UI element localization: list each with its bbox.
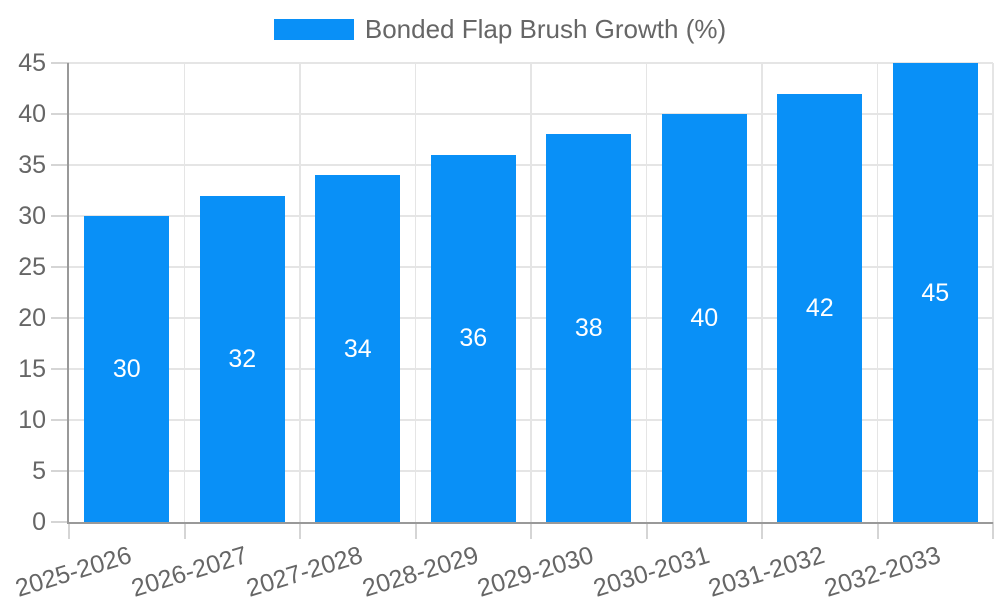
y-tick-label: 0 xyxy=(32,508,46,536)
x-tick-label: 2030-2031 xyxy=(589,541,713,603)
x-tick-label: 2027-2028 xyxy=(243,541,366,603)
y-tick-label: 5 xyxy=(32,457,46,485)
y-tick-label: 15 xyxy=(18,355,46,383)
x-tick-label: 2028-2029 xyxy=(358,541,482,603)
y-axis-tick xyxy=(51,317,69,319)
y-tick-label: 35 xyxy=(18,151,46,179)
y-axis-tick xyxy=(51,419,69,421)
y-tick-label: 40 xyxy=(18,100,46,128)
gridline-vertical xyxy=(876,63,879,522)
bar-2026-2027[interactable] xyxy=(199,195,285,522)
gridline-vertical xyxy=(414,63,417,522)
y-axis-tick xyxy=(51,470,69,472)
y-axis-tick xyxy=(51,164,69,166)
y-axis-line xyxy=(67,63,69,524)
x-axis-tick xyxy=(645,522,648,539)
x-axis-tick xyxy=(992,522,994,539)
x-tick-label: 2026-2027 xyxy=(127,541,251,603)
x-axis-tick xyxy=(876,522,879,539)
bar-2025-2026[interactable] xyxy=(84,216,170,522)
bar-2029-2030[interactable] xyxy=(546,134,632,522)
x-axis-tick xyxy=(183,522,186,539)
y-tick-label: 10 xyxy=(18,406,46,434)
x-axis-tick xyxy=(299,522,301,539)
gridline-vertical xyxy=(645,63,648,522)
y-axis-tick xyxy=(51,215,69,217)
x-axis-tick xyxy=(414,522,417,539)
y-axis-tick xyxy=(51,62,69,64)
y-axis-tick xyxy=(51,521,69,523)
gridline-vertical xyxy=(530,63,532,522)
y-axis-tick xyxy=(51,266,69,268)
x-axis-tick xyxy=(761,522,763,539)
x-axis-line xyxy=(67,522,993,524)
x-axis-tick xyxy=(68,522,70,539)
bar-2030-2031[interactable] xyxy=(661,114,747,522)
chart-legend[interactable]: Bonded Flap Brush Growth (%) xyxy=(0,14,1000,44)
y-tick-label: 45 xyxy=(18,49,46,77)
gridline-vertical xyxy=(299,63,301,522)
x-tick-label: 2029-2030 xyxy=(474,541,597,603)
x-tick-label: 2031-2032 xyxy=(705,541,828,603)
y-axis-tick xyxy=(51,113,69,115)
gridline-vertical xyxy=(183,63,186,522)
x-tick-label: 2032-2033 xyxy=(820,541,944,603)
y-tick-label: 20 xyxy=(18,304,46,332)
gridline-vertical xyxy=(992,63,994,522)
x-tick-label: 2025-2026 xyxy=(12,541,135,603)
gridline-vertical xyxy=(761,63,763,522)
legend-label: Bonded Flap Brush Growth (%) xyxy=(364,14,727,44)
bar-2032-2033[interactable] xyxy=(892,63,978,522)
bar-2028-2029[interactable] xyxy=(430,154,516,522)
y-tick-label: 25 xyxy=(18,253,46,281)
legend-swatch-icon xyxy=(273,18,354,40)
bar-2031-2032[interactable] xyxy=(777,93,863,522)
y-tick-label: 30 xyxy=(18,202,46,230)
bar-2027-2028[interactable] xyxy=(315,175,401,522)
x-axis-tick xyxy=(530,522,532,539)
y-axis-tick xyxy=(51,368,69,370)
